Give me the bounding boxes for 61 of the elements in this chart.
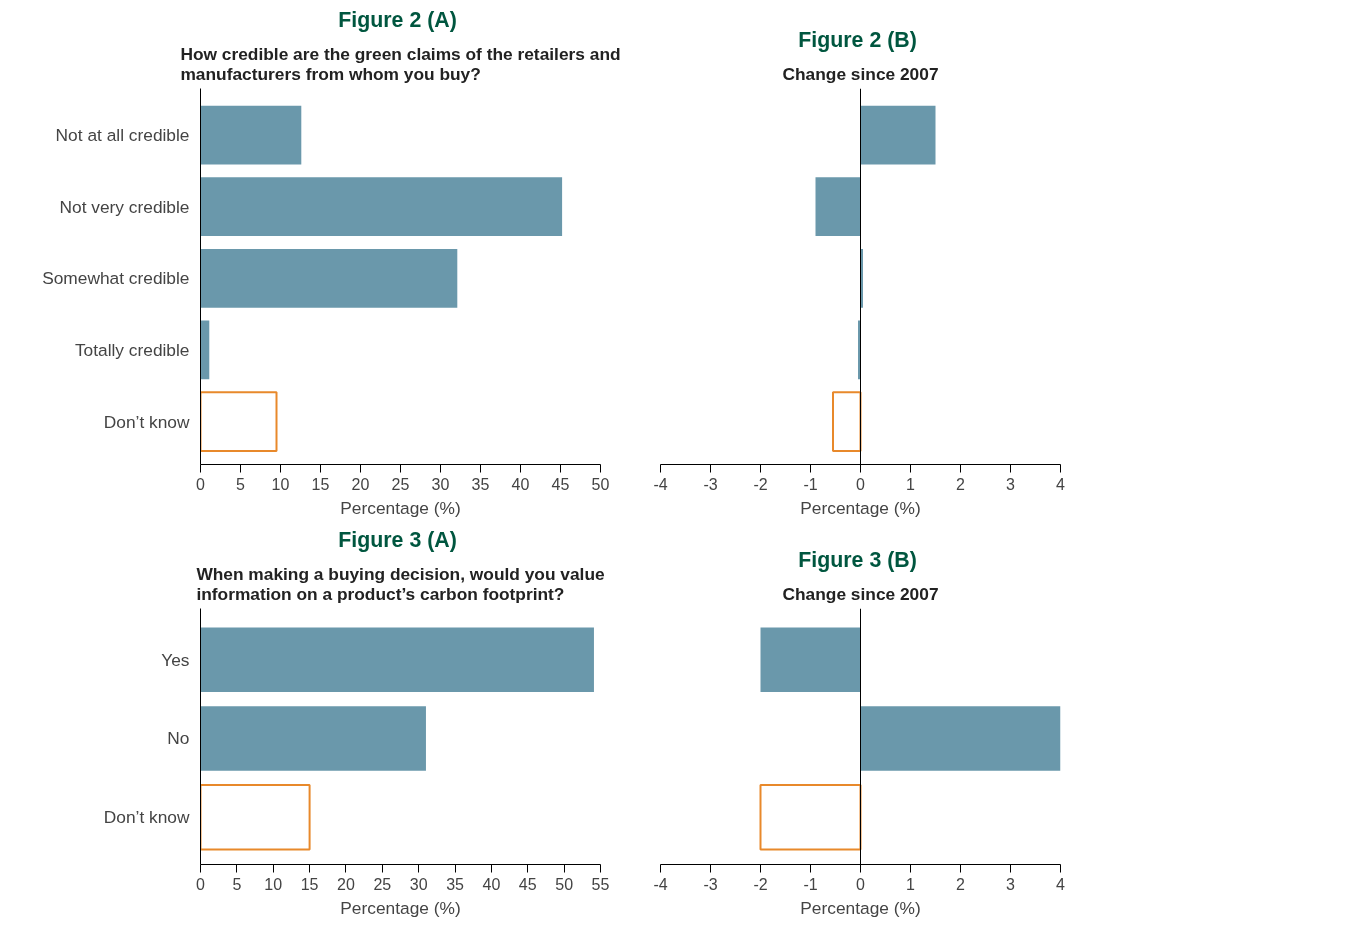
x-tick-label: 0 [856,875,866,893]
x-tick-label: 2 [956,875,966,893]
x-tick-label: -4 [653,475,668,493]
x-tick-label: 25 [373,875,392,893]
x-tick-label: 15 [300,875,319,893]
x-tick-label: 10 [271,475,290,493]
x-tick-label: 1 [906,875,916,893]
x-tick-label: 40 [511,475,530,493]
x-tick-label: 5 [236,475,246,493]
x-tick-label: 2 [956,475,966,493]
x-tick-label: 30 [431,475,450,493]
chart-subtitle: Change since 2007 [782,583,939,604]
y-tick-label: Don’t know [103,411,190,432]
x-tick-label: 35 [471,475,490,493]
x-tick-label: 50 [555,875,574,893]
y-tick-label: No [167,728,190,749]
x-tick-label: 45 [518,875,537,893]
x-axis-title: Percentage (%) [800,497,921,518]
chart-subtitle: How credible are the green claims of the retailers and manufacturers from whom you buy? [180,43,621,84]
x-tick-label: 4 [1056,475,1066,493]
x-tick-label: 30 [409,875,428,893]
x-tick-label: 3 [1006,875,1016,893]
y-tick-label: Totally credible [74,339,190,360]
x-tick-label: 40 [482,875,501,893]
x-tick-label: 45 [551,475,570,493]
x-tick-label: 55 [591,875,610,893]
x-tick-label: -1 [803,875,818,893]
x-tick-label: -2 [753,475,768,493]
x-tick-label: -4 [653,875,668,893]
x-tick-label: 35 [446,875,465,893]
x-tick-label: 5 [232,875,242,893]
y-tick-label: Don’t know [103,807,190,828]
x-tick-label: 20 [337,875,355,893]
x-tick-label: 3 [1006,475,1016,493]
x-tick-label: 15 [311,475,330,493]
x-tick-label: 20 [351,475,370,493]
chart-title: Figure 3 (A) [338,527,457,552]
x-axis-title: Percentage (%) [800,897,921,918]
y-tick-label: Yes [161,649,190,670]
x-tick-label: 4 [1056,875,1066,893]
chart-subtitle: When making a buying decision, would you value information on a product’s carbon footprint? [196,563,605,604]
chart-title: Figure 2 (A) [338,7,457,32]
x-tick-label: 1 [906,475,916,493]
x-tick-label: 25 [391,475,410,493]
x-tick-label: 50 [591,475,610,493]
chart-title: Figure 2 (B) [798,27,917,52]
x-tick-label: 0 [196,875,206,893]
x-tick-label: -3 [703,475,718,493]
x-tick-label: -2 [753,875,768,893]
x-axis-title: Percentage (%) [340,897,461,918]
y-tick-label: Not at all credible [55,125,190,146]
y-tick-label: Not very credible [59,196,190,217]
y-tick-label: Somewhat credible [42,268,190,289]
x-axis-title: Percentage (%) [340,497,461,518]
x-tick-label: 0 [856,475,866,493]
x-tick-label: 0 [196,475,206,493]
chart-title: Figure 3 (B) [798,547,917,572]
x-tick-label: 10 [264,875,283,893]
x-tick-label: -1 [803,475,818,493]
chart-subtitle: Change since 2007 [782,63,939,84]
x-tick-label: -3 [703,875,718,893]
